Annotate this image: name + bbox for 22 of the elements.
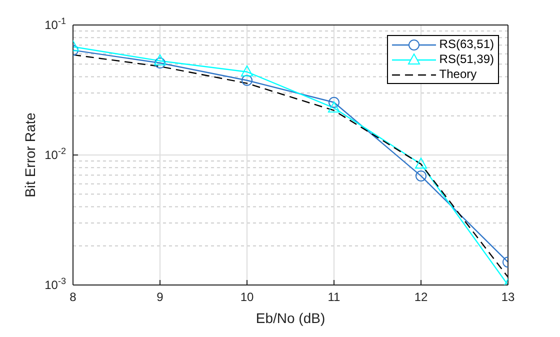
point xyxy=(154,58,166,69)
y-tick-label: 10$^{-3}$ xyxy=(44,276,66,292)
legend-label: Theory xyxy=(439,67,477,82)
point xyxy=(328,96,340,108)
legend-label: RS(51,39) xyxy=(439,52,494,67)
x-tick-label: 8 xyxy=(70,290,77,304)
point xyxy=(154,54,166,66)
point xyxy=(416,170,426,182)
x-tick-label: 10 xyxy=(240,290,254,304)
point xyxy=(241,65,253,76)
legend-label: RS(63,51) xyxy=(439,37,494,52)
x-tick-label: 11 xyxy=(328,290,341,304)
x-tick-label: 12 xyxy=(414,290,428,304)
x-tick-label: 13 xyxy=(501,290,515,304)
y-tick-label: 10$^{-1}$ xyxy=(44,16,66,32)
point xyxy=(415,158,427,169)
point xyxy=(328,101,340,112)
y-axis-title: Bit Error Rate xyxy=(22,112,38,198)
x-axis-title: Eb/No (dB) xyxy=(256,310,326,326)
y-tick-label: 10$^{-2}$ xyxy=(44,146,66,162)
x-tick-label: 9 xyxy=(156,290,164,304)
point xyxy=(242,74,252,86)
